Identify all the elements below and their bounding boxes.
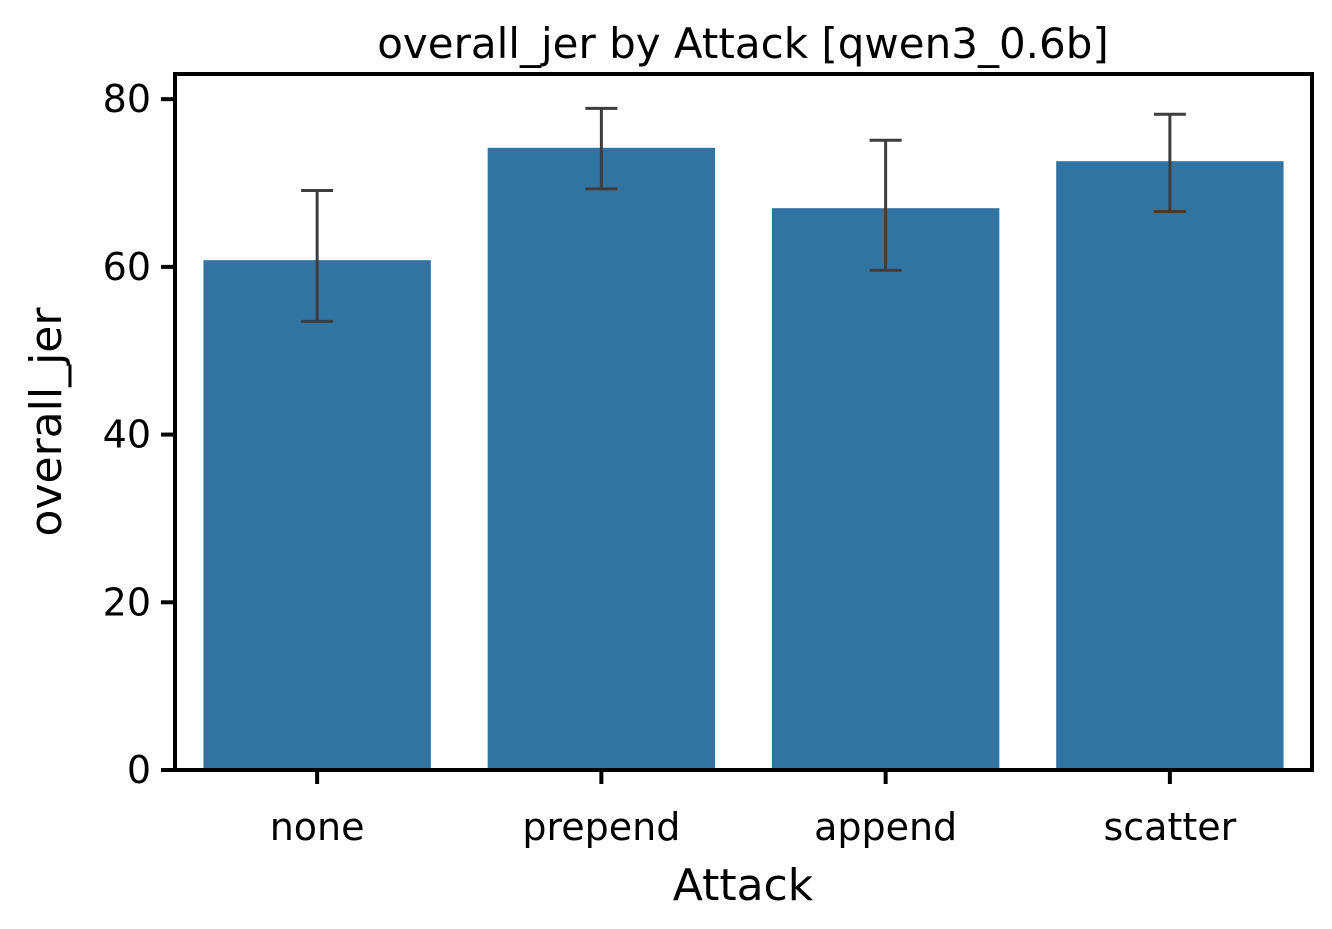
- chart-title: overall_jer by Attack [qwen3_0.6b]: [377, 19, 1109, 68]
- error-bar-prepend: [585, 106, 618, 191]
- bar-prepend: [487, 147, 716, 770]
- error-bar-append: [869, 138, 902, 272]
- bars-layer: [203, 147, 1284, 770]
- bar-append: [771, 208, 1000, 770]
- error-bars-layer: [301, 106, 1186, 323]
- y-tick-label-60: 60: [103, 245, 151, 289]
- plot-frame: [173, 72, 1314, 772]
- x-tick-label-append: append: [814, 805, 957, 849]
- y-axis-title: overall_jer: [21, 307, 72, 537]
- error-bar-scatter: [1153, 112, 1186, 214]
- y-axis: 0 20 40 60 80: [103, 77, 175, 792]
- x-tick-label-none: none: [270, 805, 365, 849]
- bar-none: [203, 260, 431, 770]
- x-tick-label-scatter: scatter: [1103, 805, 1236, 849]
- y-tick-label-80: 80: [103, 77, 151, 121]
- x-axis: none prepend append scatter: [270, 770, 1237, 849]
- bar-scatter: [1056, 161, 1284, 770]
- y-tick-label-20: 20: [103, 580, 151, 624]
- y-tick-label-0: 0: [127, 748, 151, 792]
- x-tick-label-prepend: prepend: [522, 805, 680, 849]
- x-axis-title: Attack: [673, 860, 814, 911]
- y-tick-label-40: 40: [103, 413, 151, 457]
- error-bar-none: [301, 189, 334, 323]
